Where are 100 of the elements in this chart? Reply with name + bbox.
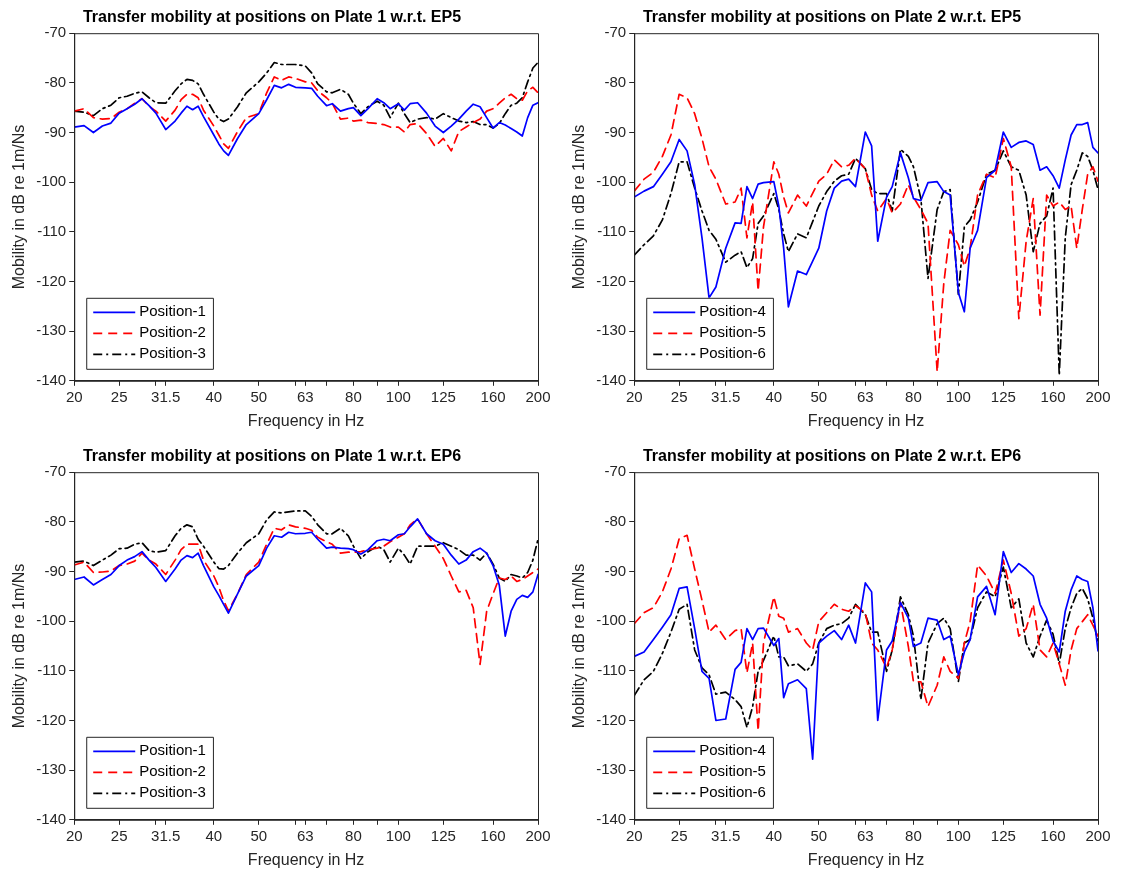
x-tick-label: 80 (905, 826, 922, 844)
x-tick-label: 20 (65, 387, 83, 405)
x-tick-label: 50 (810, 826, 828, 844)
legend-label: Position-2 (139, 323, 206, 341)
y-tick-label: -100 (596, 172, 627, 190)
x-axis-title: Frequency in Hz (247, 850, 365, 868)
y-tick-label: -80 (44, 73, 67, 90)
x-tick-label: 160 (1040, 826, 1066, 844)
legend-label: Position-5 (699, 762, 766, 780)
y-tick-label: -110 (597, 660, 627, 678)
y-tick-label: -80 (604, 512, 627, 529)
x-tick-label: 63 (856, 826, 874, 844)
x-tick-label: 31.5 (711, 826, 741, 844)
x-tick-label: 25 (670, 826, 688, 844)
x-tick-label: 20 (625, 387, 643, 405)
x-tick-label: 50 (810, 387, 828, 405)
legend-label: Position-2 (139, 762, 206, 780)
x-tick-label: 40 (205, 826, 223, 844)
y-axis-title: Mobility in dB re 1m/Ns (570, 124, 588, 290)
legend-label: Position-5 (699, 323, 766, 341)
y-tick-label: -110 (597, 221, 627, 239)
x-tick-label: 125 (990, 826, 1016, 844)
legend-label: Position-3 (139, 783, 206, 801)
y-tick-label: -90 (604, 561, 627, 579)
y-tick-label: -90 (604, 122, 627, 140)
x-tick-label: 100 (385, 387, 411, 405)
x-tick-label: 63 (296, 826, 314, 844)
x-tick-label: 80 (905, 387, 922, 405)
chart-title: Transfer mobility at positions on Plate 2 w.r.t. EP6 (642, 447, 1022, 465)
x-tick-label: 50 (250, 387, 268, 405)
chart-title: Transfer mobility at positions on Plate 1 w.r.t. EP6 (82, 447, 462, 465)
x-tick-label: 20 (625, 826, 643, 844)
y-tick-label: -90 (44, 561, 67, 579)
x-axis-title: Frequency in Hz (247, 411, 365, 429)
chart-title: Transfer mobility at positions on Plate 1 w.r.t. EP5 (82, 8, 462, 26)
y-tick-label: -140 (596, 370, 627, 388)
y-tick-label: -110 (37, 221, 67, 239)
x-tick-label: 200 (525, 826, 551, 844)
y-tick-label: -80 (604, 73, 627, 90)
legend-label: Position-4 (699, 741, 766, 759)
x-tick-label: 160 (480, 387, 506, 405)
y-tick-label: -70 (44, 462, 67, 480)
y-tick-label: -140 (36, 809, 67, 827)
x-tick-label: 125 (430, 826, 456, 844)
x-tick-label: 20 (65, 826, 83, 844)
y-tick-label: -100 (596, 611, 627, 629)
x-tick-label: 100 (385, 826, 411, 844)
y-tick-label: -90 (44, 122, 67, 140)
y-tick-label: -70 (604, 23, 627, 41)
x-tick-label: 31.5 (151, 826, 181, 844)
x-tick-label: 40 (205, 387, 223, 405)
x-axis-title: Frequency in Hz (807, 411, 925, 429)
y-tick-label: -70 (604, 462, 627, 480)
y-tick-label: -130 (36, 760, 67, 778)
x-tick-label: 63 (856, 387, 874, 405)
x-tick-label: 200 (525, 387, 551, 405)
x-tick-label: 63 (296, 387, 314, 405)
y-axis-title: Mobility in dB re 1m/Ns (570, 563, 588, 729)
legend-label: Position-3 (139, 344, 206, 362)
x-tick-label: 100 (945, 387, 971, 405)
x-tick-label: 200 (1085, 387, 1111, 405)
y-tick-label: -130 (36, 321, 67, 339)
y-tick-label: -80 (44, 512, 67, 529)
y-tick-label: -110 (37, 660, 67, 678)
y-axis-title: Mobility in dB re 1m/Ns (10, 124, 28, 290)
x-tick-label: 25 (110, 387, 128, 405)
legend-label: Position-6 (699, 783, 766, 801)
x-tick-label: 100 (945, 826, 971, 844)
x-tick-label: 31.5 (151, 387, 181, 405)
x-tick-label: 25 (110, 826, 128, 844)
x-tick-label: 40 (765, 387, 783, 405)
x-tick-label: 31.5 (711, 387, 741, 405)
y-tick-label: -130 (596, 321, 627, 339)
y-tick-label: -100 (36, 611, 67, 629)
x-tick-label: 200 (1085, 826, 1111, 844)
y-tick-label: -70 (44, 23, 67, 41)
y-tick-label: -120 (596, 271, 627, 289)
y-tick-label: -130 (596, 760, 627, 778)
legend-label: Position-6 (699, 344, 766, 362)
chart-title: Transfer mobility at positions on Plate 2 w.r.t. EP5 (642, 8, 1022, 26)
y-tick-label: -120 (36, 710, 67, 728)
x-tick-label: 125 (990, 387, 1016, 405)
x-tick-label: 25 (670, 387, 688, 405)
x-tick-label: 125 (430, 387, 456, 405)
x-tick-label: 40 (765, 826, 783, 844)
x-tick-label: 50 (250, 826, 268, 844)
y-tick-label: -100 (36, 172, 67, 190)
legend-label: Position-1 (139, 741, 206, 759)
x-axis-title: Frequency in Hz (807, 850, 925, 868)
legend-label: Position-1 (139, 302, 206, 320)
y-tick-label: -120 (36, 271, 67, 289)
x-tick-label: 80 (345, 387, 362, 405)
x-tick-label: 160 (1040, 387, 1066, 405)
legend-label: Position-4 (699, 302, 766, 320)
y-tick-label: -140 (36, 370, 67, 388)
x-tick-label: 160 (480, 826, 506, 844)
y-axis-title: Mobility in dB re 1m/Ns (10, 563, 28, 729)
y-tick-label: -120 (596, 710, 627, 728)
y-tick-label: -140 (596, 809, 627, 827)
x-tick-label: 80 (345, 826, 362, 844)
